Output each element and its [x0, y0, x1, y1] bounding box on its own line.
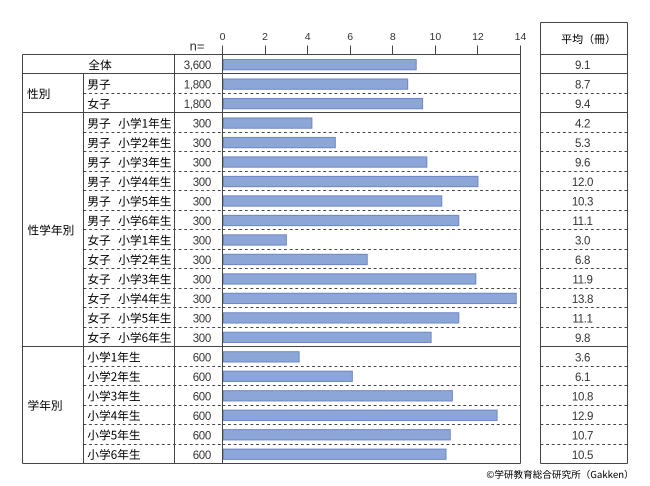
svg-text:11.1: 11.1 — [572, 313, 592, 325]
svg-text:9.6: 9.6 — [575, 158, 590, 170]
svg-text:0: 0 — [220, 31, 226, 43]
svg-text:10: 10 — [430, 31, 442, 43]
svg-text:12.9: 12.9 — [572, 411, 593, 423]
svg-text:600: 600 — [193, 352, 211, 364]
svg-text:9.1: 9.1 — [575, 60, 590, 72]
svg-text:300: 300 — [193, 236, 211, 248]
svg-text:1,800: 1,800 — [184, 80, 211, 92]
svg-text:300: 300 — [193, 119, 211, 131]
svg-text:300: 300 — [193, 255, 211, 267]
svg-text:12.0: 12.0 — [572, 177, 593, 189]
svg-text:12: 12 — [472, 31, 484, 43]
svg-text:8: 8 — [390, 31, 396, 43]
svg-text:600: 600 — [193, 391, 211, 403]
svg-text:13.8: 13.8 — [572, 294, 593, 306]
svg-text:1,800: 1,800 — [184, 99, 211, 111]
svg-text:6: 6 — [347, 31, 353, 43]
svg-text:600: 600 — [193, 411, 211, 423]
svg-text:300: 300 — [193, 216, 211, 228]
svg-text:600: 600 — [193, 372, 211, 384]
svg-text:3.0: 3.0 — [575, 236, 590, 248]
svg-text:n=: n= — [190, 39, 205, 54]
svg-text:3.6: 3.6 — [575, 352, 590, 364]
svg-text:4.2: 4.2 — [575, 119, 590, 131]
svg-text:10.8: 10.8 — [572, 391, 593, 403]
svg-text:300: 300 — [193, 313, 211, 325]
svg-text:10.3: 10.3 — [572, 197, 593, 209]
svg-text:9.4: 9.4 — [575, 99, 591, 111]
svg-text:300: 300 — [193, 294, 211, 306]
svg-text:6.8: 6.8 — [575, 255, 590, 267]
svg-text:300: 300 — [193, 158, 211, 170]
svg-text:300: 300 — [193, 138, 211, 150]
svg-text:4: 4 — [305, 31, 311, 43]
svg-text:11.9: 11.9 — [572, 275, 592, 287]
svg-text:600: 600 — [193, 450, 211, 462]
svg-text:14: 14 — [515, 31, 527, 43]
svg-text:300: 300 — [193, 197, 211, 209]
svg-text:11.1: 11.1 — [572, 216, 592, 228]
svg-text:300: 300 — [193, 333, 211, 345]
svg-text:10.5: 10.5 — [572, 450, 593, 462]
svg-text:9.8: 9.8 — [575, 333, 590, 345]
svg-text:600: 600 — [193, 430, 211, 442]
svg-text:2: 2 — [262, 31, 268, 43]
svg-text:300: 300 — [193, 275, 211, 287]
svg-text:10.7: 10.7 — [572, 430, 593, 442]
svg-text:300: 300 — [193, 177, 211, 189]
svg-text:8.7: 8.7 — [575, 80, 590, 92]
svg-text:6.1: 6.1 — [575, 372, 590, 384]
svg-text:3,600: 3,600 — [184, 60, 211, 72]
svg-text:5.3: 5.3 — [575, 138, 590, 150]
